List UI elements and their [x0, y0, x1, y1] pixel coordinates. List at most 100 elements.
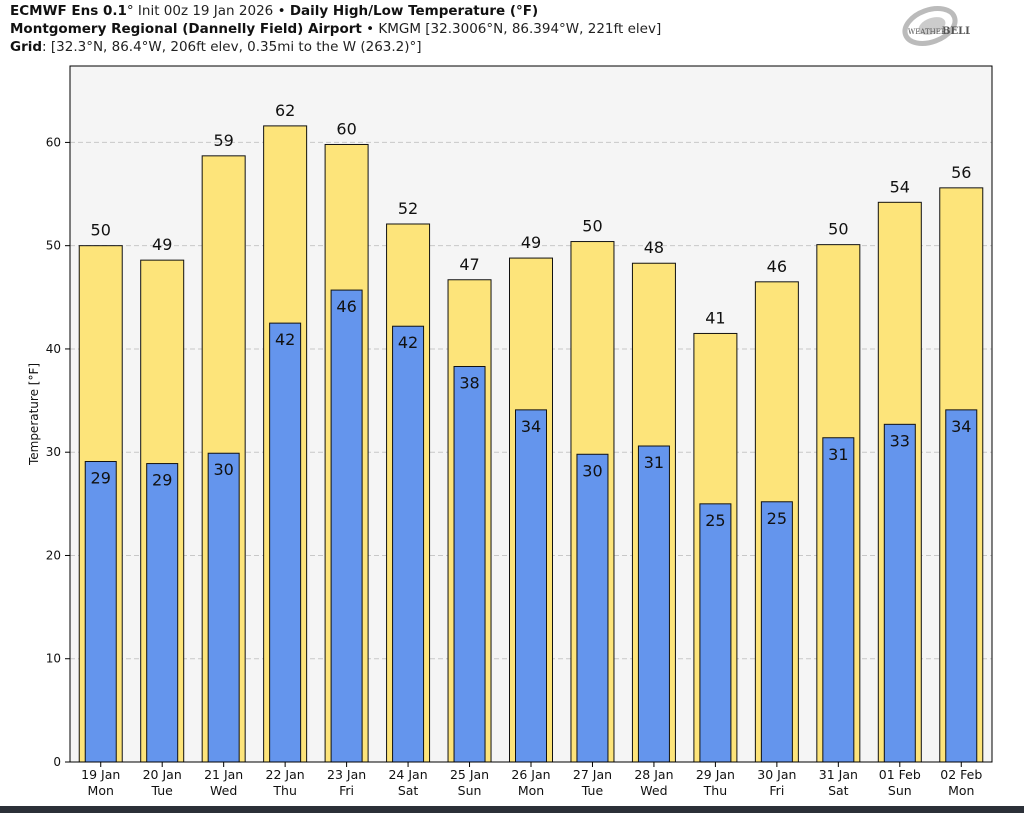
high-label: 47: [459, 255, 479, 274]
high-label: 49: [521, 233, 541, 252]
grid-label: Grid: [10, 39, 43, 55]
x-tick-day: Thu: [272, 783, 296, 798]
high-label: 56: [951, 163, 971, 182]
low-bar: [392, 325, 425, 763]
separator: •: [277, 3, 286, 19]
x-tick-date: 29 Jan: [696, 767, 735, 782]
high-label: 48: [644, 238, 664, 257]
low-bar: [576, 453, 609, 763]
x-tick-date: 23 Jan: [327, 767, 366, 782]
high-label: 50: [582, 217, 602, 236]
low-bar: [637, 445, 670, 763]
svg-text:WEATHER: WEATHER: [908, 28, 947, 36]
x-tick-day: Sun: [888, 783, 912, 798]
low-bar: [760, 501, 793, 763]
x-tick-date: 02 Feb: [940, 767, 982, 782]
low-label: 42: [275, 330, 295, 349]
x-tick-day: Thu: [703, 783, 727, 798]
x-tick-date: 24 Jan: [388, 767, 427, 782]
svg-text:BELL: BELL: [942, 26, 970, 37]
high-label: 50: [828, 220, 848, 239]
chart-header: ECMWF Ens 0.1° Init 00z 19 Jan 2026 • Da…: [10, 2, 661, 56]
weatherbell-logo: WEATHER BELL: [902, 6, 970, 46]
low-label: 34: [521, 417, 541, 436]
y-axis-label: Temperature [°F]: [27, 363, 41, 466]
high-label: 59: [213, 131, 233, 150]
x-tick-day: Tue: [151, 783, 174, 798]
x-tick-day: Mon: [518, 783, 544, 798]
x-tick-day: Mon: [948, 783, 974, 798]
high-label: 49: [152, 235, 172, 254]
x-tick-day: Wed: [640, 783, 667, 798]
low-label: 38: [459, 373, 479, 392]
y-tick-label: 10: [46, 652, 61, 666]
x-tick-date: 21 Jan: [204, 767, 243, 782]
grid-info: : [32.3°N, 86.4°W, 206ft elev, 0.35mi to…: [42, 39, 422, 55]
separator: •: [366, 21, 375, 37]
low-label: 25: [767, 509, 787, 528]
low-bar: [822, 437, 855, 763]
x-tick-date: 01 Feb: [879, 767, 921, 782]
x-tick-date: 25 Jan: [450, 767, 489, 782]
low-bar: [207, 452, 240, 763]
y-tick-label: 0: [53, 755, 61, 769]
x-tick-day: Sun: [458, 783, 482, 798]
x-tick-date: 26 Jan: [511, 767, 550, 782]
high-label: 54: [890, 177, 910, 196]
x-tick-date: 20 Jan: [143, 767, 182, 782]
high-label: 62: [275, 101, 295, 120]
low-bar: [330, 289, 363, 763]
low-label: 31: [828, 445, 848, 464]
degree: °: [126, 3, 134, 19]
low-label: 42: [398, 333, 418, 352]
low-label: 30: [213, 460, 233, 479]
high-label: 52: [398, 199, 418, 218]
y-tick-label: 40: [46, 342, 61, 356]
station-name: Montgomery Regional (Dannelly Field) Air…: [10, 21, 362, 37]
x-tick-day: Sat: [398, 783, 419, 798]
x-tick-date: 19 Jan: [81, 767, 120, 782]
x-tick-day: Tue: [581, 783, 604, 798]
low-bar: [699, 503, 732, 763]
x-tick-date: 30 Jan: [757, 767, 796, 782]
x-tick-day: Fri: [339, 783, 354, 798]
high-label: 60: [336, 119, 356, 138]
low-label: 29: [152, 471, 172, 490]
plot-frame: [69, 65, 993, 763]
x-tick-day: Fri: [769, 783, 784, 798]
high-label: 46: [767, 257, 787, 276]
x-tick-date: 22 Jan: [266, 767, 305, 782]
low-label: 30: [582, 461, 602, 480]
y-tick-label: 60: [46, 135, 61, 149]
station-info: KMGM [32.3006°N, 86.394°W, 221ft elev]: [378, 21, 662, 37]
low-label: 31: [644, 453, 664, 472]
x-tick-day: Mon: [88, 783, 114, 798]
low-bar: [84, 461, 117, 763]
low-bar: [883, 423, 916, 763]
y-tick-label: 50: [46, 239, 61, 253]
low-bar: [453, 365, 486, 763]
header-line-2: Montgomery Regional (Dannelly Field) Air…: [10, 20, 661, 38]
low-bar: [269, 322, 302, 763]
low-label: 33: [890, 431, 910, 450]
low-label: 25: [705, 511, 725, 530]
footer-bar: [0, 806, 1024, 813]
low-bar: [515, 409, 547, 763]
x-tick-day: Wed: [210, 783, 237, 798]
x-tick-day: Sat: [828, 783, 849, 798]
low-label: 46: [336, 297, 356, 316]
low-bar: [146, 463, 179, 763]
header-line-1: ECMWF Ens 0.1° Init 00z 19 Jan 2026 • Da…: [10, 2, 661, 20]
y-tick-label: 30: [46, 445, 61, 459]
low-label: 29: [91, 469, 111, 488]
x-tick-date: 31 Jan: [819, 767, 858, 782]
x-tick-date: 27 Jan: [573, 767, 612, 782]
low-bar: [945, 409, 978, 763]
y-tick-label: 20: [46, 548, 61, 562]
high-label: 41: [705, 308, 725, 327]
x-tick-date: 28 Jan: [634, 767, 673, 782]
init-time: Init 00z 19 Jan 2026: [137, 3, 274, 19]
high-label: 50: [91, 221, 111, 240]
low-label: 34: [951, 417, 971, 436]
